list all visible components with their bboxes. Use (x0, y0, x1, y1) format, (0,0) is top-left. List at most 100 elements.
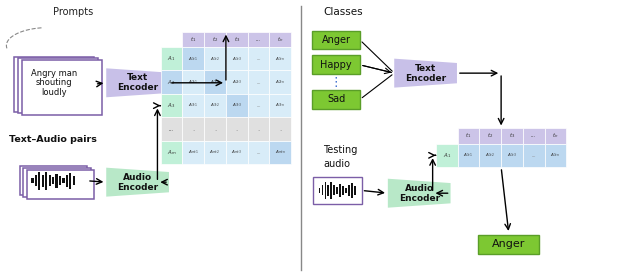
Bar (324, 182, 326, 199)
Bar (182, 141, 204, 164)
Text: $A_m$: $A_m$ (167, 148, 176, 157)
Bar (351, 183, 353, 198)
Bar (204, 117, 226, 141)
FancyBboxPatch shape (24, 168, 91, 197)
Text: $A_2 t_n$: $A_2 t_n$ (275, 78, 285, 86)
Bar (269, 141, 291, 164)
Text: ...: ... (256, 150, 261, 155)
Text: $A_2 t_1$: $A_2 t_1$ (188, 78, 198, 86)
FancyBboxPatch shape (312, 31, 360, 49)
Bar (31, 178, 33, 184)
Bar (59, 176, 61, 185)
Text: Text–Audio pairs: Text–Audio pairs (9, 135, 97, 144)
Text: $A_1 t_n$: $A_1 t_n$ (550, 152, 561, 159)
Bar (479, 144, 501, 167)
Bar (73, 176, 75, 185)
Bar (330, 182, 332, 199)
Bar (226, 94, 248, 117)
Bar (204, 94, 226, 117)
FancyBboxPatch shape (312, 90, 360, 109)
Bar (38, 172, 40, 190)
Text: Sad: Sad (327, 94, 345, 104)
Text: ...: ... (169, 127, 174, 132)
Text: Classes: Classes (323, 7, 363, 17)
FancyBboxPatch shape (19, 58, 99, 113)
Bar (226, 141, 248, 164)
Bar (479, 128, 501, 144)
Bar (161, 94, 182, 117)
Bar (35, 176, 37, 186)
Text: $A_m t_1$: $A_m t_1$ (188, 149, 199, 156)
Text: Testing: Testing (323, 145, 358, 155)
Text: $A_1$: $A_1$ (443, 151, 451, 160)
Text: audio: audio (323, 159, 350, 169)
FancyBboxPatch shape (20, 166, 87, 195)
Text: $A_2 t_2$: $A_2 t_2$ (210, 78, 220, 86)
Bar (42, 174, 44, 187)
Bar (226, 70, 248, 94)
Text: Anger: Anger (492, 239, 525, 249)
Text: $A_m t_2$: $A_m t_2$ (209, 149, 221, 156)
Bar (182, 117, 204, 141)
Text: .: . (279, 126, 282, 132)
Text: Encoder: Encoder (399, 194, 440, 203)
Bar (66, 174, 68, 187)
Bar (182, 70, 204, 94)
Text: $A_1$: $A_1$ (168, 54, 175, 63)
Text: Text: Text (415, 64, 436, 73)
Bar (458, 128, 479, 144)
Bar (182, 32, 204, 47)
Bar (182, 47, 204, 70)
Polygon shape (388, 179, 451, 208)
Bar (501, 144, 523, 167)
Text: $A_1 t_3$: $A_1 t_3$ (232, 55, 242, 63)
Text: $A_1 t_2$: $A_1 t_2$ (485, 152, 495, 159)
Text: $t_n$: $t_n$ (552, 132, 559, 140)
Bar (333, 185, 335, 195)
Bar (269, 94, 291, 117)
Bar (161, 47, 182, 70)
Bar (56, 174, 58, 188)
Polygon shape (394, 59, 457, 88)
Bar (269, 70, 291, 94)
Bar (337, 187, 338, 194)
Text: Audio: Audio (404, 184, 434, 193)
Bar (45, 172, 47, 190)
Bar (545, 144, 566, 167)
Bar (248, 47, 269, 70)
Text: $A_1 t_2$: $A_1 t_2$ (210, 55, 220, 63)
Bar (248, 141, 269, 164)
Text: ...: ... (256, 80, 261, 85)
Bar (345, 188, 347, 193)
Text: Angry man: Angry man (31, 69, 77, 78)
FancyBboxPatch shape (15, 57, 95, 112)
Bar (69, 173, 72, 189)
Text: .: . (214, 126, 216, 132)
Bar (313, 177, 362, 204)
Text: ...: ... (256, 37, 261, 42)
Bar (204, 47, 226, 70)
Bar (62, 178, 65, 184)
Bar (248, 32, 269, 47)
Bar (523, 128, 545, 144)
Bar (52, 177, 54, 184)
Bar (226, 117, 248, 141)
Text: $A_1 t_1$: $A_1 t_1$ (188, 55, 198, 63)
Text: Encoder: Encoder (405, 74, 446, 83)
Bar (49, 176, 51, 186)
Bar (436, 144, 458, 167)
Text: $A_3$: $A_3$ (168, 101, 175, 110)
Bar (348, 185, 350, 196)
Bar (161, 70, 182, 94)
Bar (182, 94, 204, 117)
Text: $A_3 t_n$: $A_3 t_n$ (275, 102, 285, 110)
Text: $A_3 t_1$: $A_3 t_1$ (188, 102, 198, 110)
Text: $A_1 t_1$: $A_1 t_1$ (463, 152, 474, 159)
Polygon shape (106, 68, 169, 97)
Bar (458, 144, 479, 167)
Bar (319, 188, 321, 193)
Bar (269, 47, 291, 70)
Polygon shape (106, 168, 169, 197)
Text: $A_3 t_2$: $A_3 t_2$ (210, 102, 220, 110)
Text: $A_1 t_3$: $A_1 t_3$ (507, 152, 517, 159)
